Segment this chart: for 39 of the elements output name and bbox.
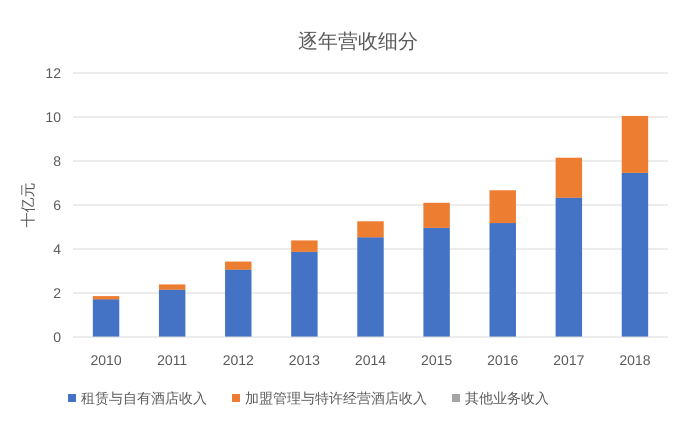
bar (423, 228, 450, 337)
x-tick-label: 2012 (222, 352, 254, 368)
bar (622, 172, 648, 337)
bar (357, 221, 384, 238)
bar (490, 190, 516, 224)
legend-label: 加盟管理与特许经营酒店收入 (245, 390, 427, 406)
bar (490, 223, 516, 337)
y-tick-label: 10 (45, 109, 62, 125)
bar (291, 252, 318, 337)
bar (423, 202, 450, 228)
y-axis-title: 十亿元 (20, 182, 37, 228)
x-tick-label: 2014 (354, 352, 386, 368)
y-tick-label: 6 (53, 197, 62, 213)
bar (291, 240, 318, 252)
bar (225, 262, 252, 270)
x-tick-label: 2018 (619, 352, 651, 368)
x-tick-label: 2010 (90, 352, 122, 368)
y-tick-label: 0 (53, 329, 62, 345)
y-tick-label: 4 (53, 241, 62, 257)
bar (225, 270, 252, 337)
bar (622, 116, 648, 173)
bar (158, 284, 186, 290)
legend-label: 租赁与自有酒店收入 (81, 390, 207, 406)
x-tick-label: 2013 (288, 352, 320, 368)
y-tick-label: 8 (53, 153, 62, 169)
chart-title: 逐年营收细分 (298, 31, 418, 53)
x-tick-label: 2015 (421, 352, 452, 368)
legend-label: 其他业务收入 (465, 390, 549, 406)
bar (357, 237, 384, 337)
bar (556, 198, 582, 337)
bar (92, 296, 120, 300)
bar (92, 299, 120, 337)
x-tick-label: 2011 (157, 352, 188, 368)
x-tick-label: 2016 (487, 352, 519, 368)
bar (556, 158, 582, 198)
y-tick-label: 12 (45, 65, 62, 81)
x-tick-label: 2017 (553, 352, 585, 368)
bar (158, 290, 186, 337)
y-tick-label: 2 (53, 285, 62, 301)
